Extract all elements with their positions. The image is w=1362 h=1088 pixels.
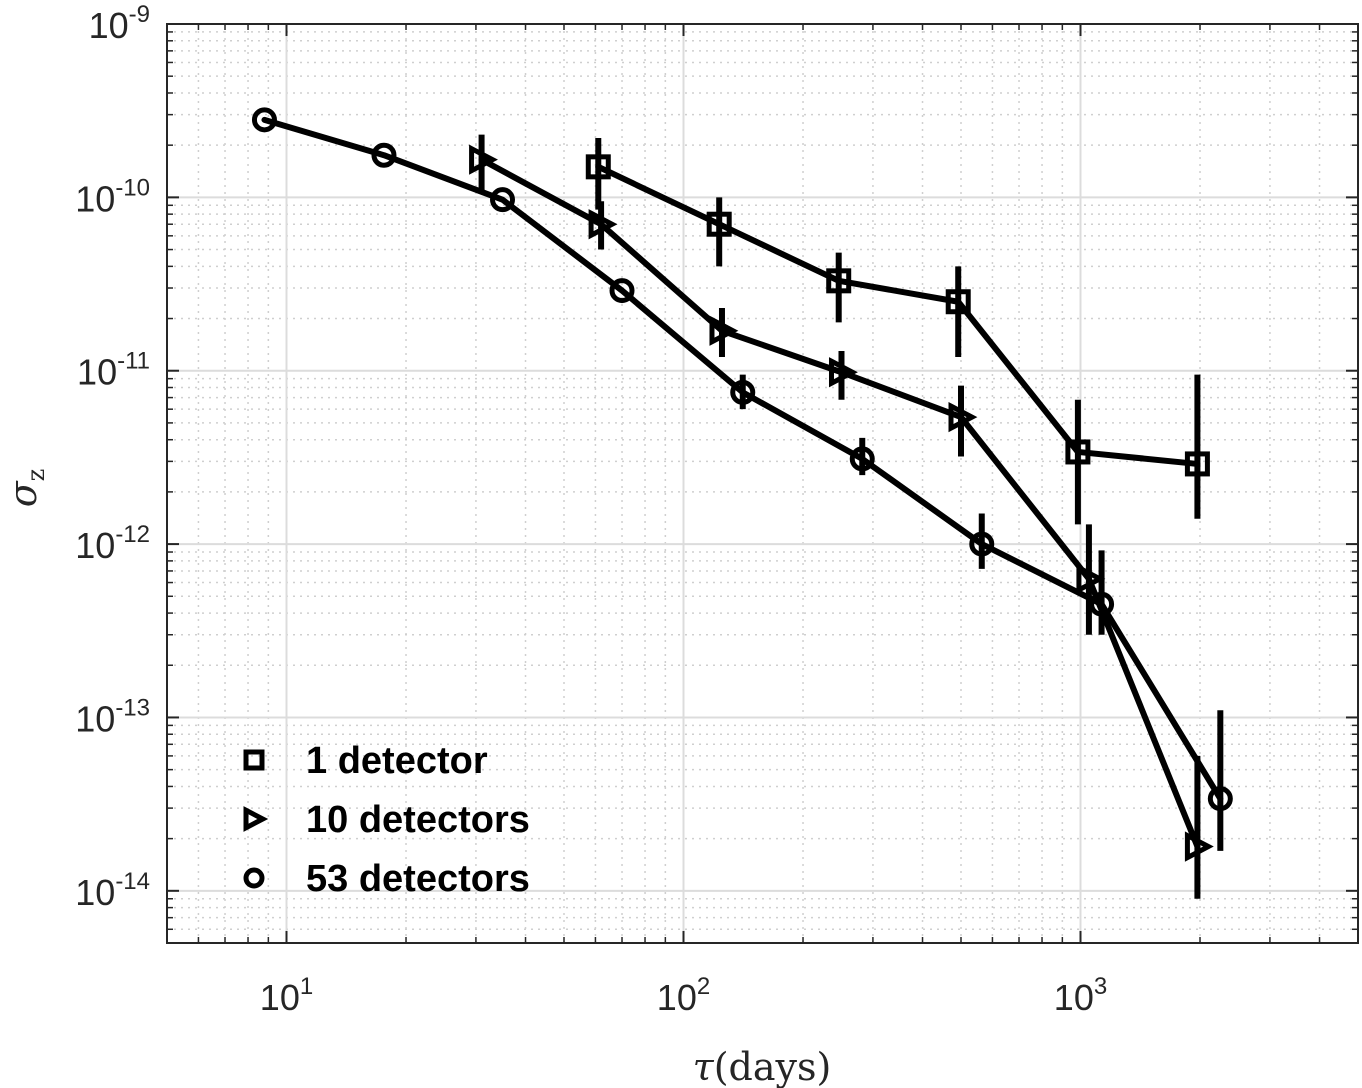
y-tick-label: 10-10 bbox=[75, 174, 150, 219]
data-point-10-detectors bbox=[709, 315, 739, 346]
x-axis-symbol: τ bbox=[693, 1045, 715, 1088]
data-series bbox=[251, 107, 1233, 899]
x-tick-labels: 101 102 103 bbox=[260, 973, 1107, 1018]
y-tick-exponent: -13 bbox=[115, 694, 150, 721]
y-axis-subscript: z bbox=[22, 469, 50, 482]
data-point-53-detectors bbox=[849, 446, 875, 472]
y-tick-exponent: -9 bbox=[129, 1, 150, 28]
y-tick-base: 10 bbox=[75, 178, 115, 219]
y-tick-base: 10 bbox=[75, 698, 115, 739]
data-point-53-detectors bbox=[371, 142, 397, 168]
x-axis-unit: (days) bbox=[714, 1045, 832, 1088]
y-tick-label: 10-12 bbox=[75, 521, 150, 566]
x-axis-label: τ(days) bbox=[693, 1045, 832, 1088]
minor-grid bbox=[166, 24, 1359, 944]
y-tick-base: 10 bbox=[75, 525, 115, 566]
y-tick-label: 10-11 bbox=[77, 348, 150, 393]
legend-item-10-detectors: 10 detectors bbox=[243, 799, 530, 841]
data-point-10-detectors bbox=[948, 401, 978, 433]
legend-item-1-detector: 1 detector bbox=[243, 740, 488, 782]
data-point-53-detectors bbox=[730, 379, 756, 405]
legend-label-1-detector: 1 detector bbox=[306, 740, 488, 782]
y-axis-label: σz bbox=[1, 469, 50, 508]
legend-label-53-detectors: 53 detectors bbox=[306, 858, 530, 900]
data-point-10-detectors bbox=[1184, 831, 1214, 862]
y-tick-label: 10-13 bbox=[75, 694, 150, 739]
y-tick-base: 10 bbox=[89, 5, 129, 46]
data-point-1-detector bbox=[585, 154, 611, 180]
y-tick-label: 10-9 bbox=[89, 1, 150, 46]
data-point-10-detectors bbox=[828, 357, 858, 388]
legend: 1 detector 10 detectors 53 detectors bbox=[243, 740, 530, 900]
data-point-10-detectors bbox=[469, 144, 498, 175]
x-tick-label: 101 bbox=[260, 973, 313, 1018]
data-point-53-detectors bbox=[609, 278, 635, 304]
data-point-1-detector bbox=[826, 268, 852, 294]
series-10-detectors bbox=[469, 134, 1214, 899]
y-tick-label: 10-14 bbox=[75, 868, 150, 913]
legend-marker-53-detectors bbox=[243, 867, 265, 889]
data-point-53-detectors bbox=[490, 187, 516, 213]
data-point-1-detector bbox=[945, 289, 971, 315]
series-53-detectors bbox=[251, 107, 1233, 851]
x-tick-label: 102 bbox=[657, 973, 710, 1018]
x-tick-base: 10 bbox=[260, 977, 300, 1018]
series-1-detector bbox=[585, 137, 1210, 525]
y-tick-exponent: -11 bbox=[117, 348, 150, 375]
y-tick-base: 10 bbox=[77, 352, 117, 393]
legend-label-10-detectors: 10 detectors bbox=[306, 799, 530, 841]
series-line-1-detector bbox=[595, 163, 1201, 467]
data-point-53-detectors bbox=[1089, 591, 1115, 617]
x-tick-base: 10 bbox=[657, 977, 697, 1018]
plot-background bbox=[167, 24, 1358, 943]
data-point-10-detectors bbox=[588, 209, 618, 240]
y-tick-exponent: -14 bbox=[115, 868, 150, 895]
y-tick-exponent: -12 bbox=[115, 521, 150, 548]
data-point-1-detector bbox=[706, 211, 732, 237]
y-tick-base: 10 bbox=[75, 872, 115, 913]
data-point-1-detector bbox=[1065, 439, 1091, 465]
data-point-53-detectors bbox=[1207, 786, 1233, 812]
data-point-53-detectors bbox=[251, 107, 277, 133]
legend-marker-1-detector bbox=[243, 749, 265, 771]
y-tick-exponent: -10 bbox=[115, 174, 150, 201]
y-axis-symbol: σ bbox=[1, 480, 45, 507]
x-tick-exponent: 1 bbox=[300, 973, 313, 1000]
data-point-10-detectors bbox=[1076, 563, 1106, 595]
data-point-53-detectors bbox=[969, 531, 995, 557]
x-tick-label: 103 bbox=[1054, 973, 1107, 1018]
plot-frame bbox=[166, 23, 1359, 944]
x-tick-base: 10 bbox=[1054, 977, 1094, 1018]
legend-item-53-detectors: 53 detectors bbox=[243, 858, 530, 900]
x-tick-exponent: 2 bbox=[697, 973, 710, 1000]
legend-marker-10-detectors bbox=[243, 806, 269, 832]
data-point-1-detector bbox=[1184, 451, 1210, 477]
x-tick-exponent: 3 bbox=[1094, 973, 1107, 1000]
